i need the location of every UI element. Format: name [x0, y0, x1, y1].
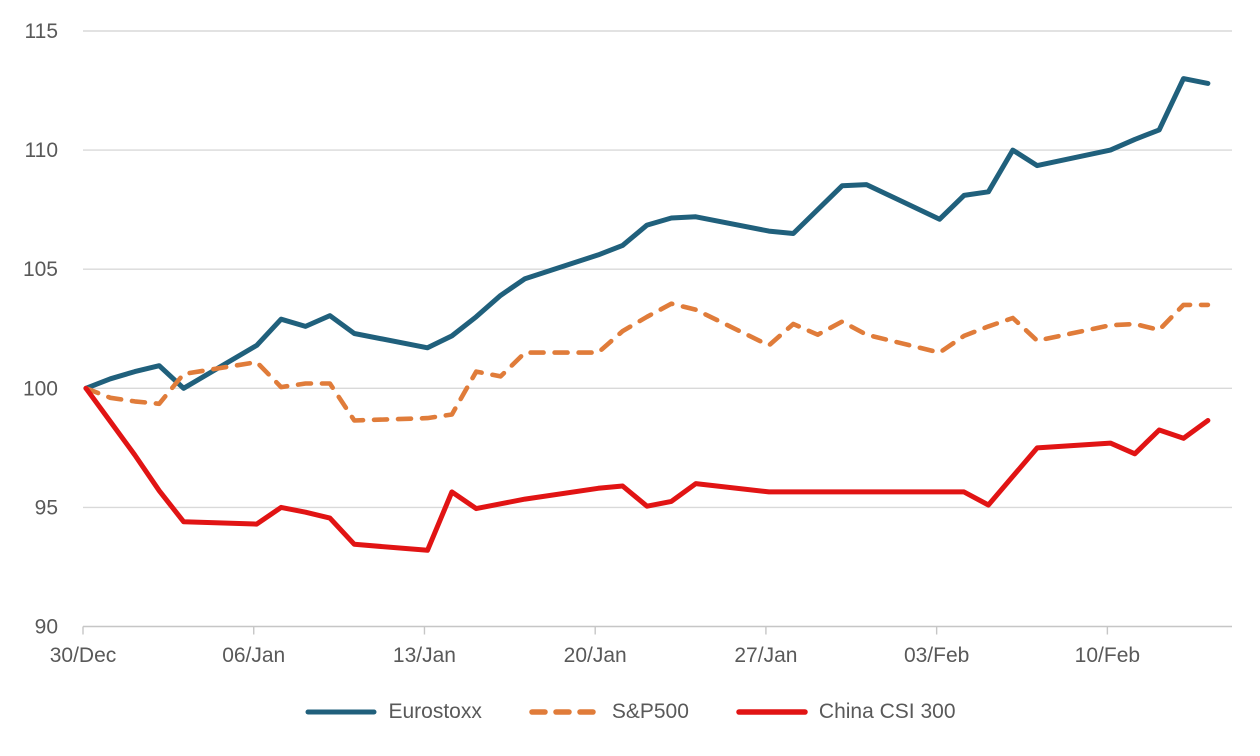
legend-label-china-csi-300: China CSI 300	[818, 700, 956, 723]
x-axis-tick-label: 20/Jan	[564, 644, 627, 667]
x-axis-tick-label: 13/Jan	[393, 644, 456, 667]
x-axis-tick-label: 06/Jan	[222, 644, 285, 667]
y-axis-tick-label: 105	[23, 258, 58, 281]
y-axis-tick-label: 100	[23, 377, 58, 400]
legend-item-eurostoxx[interactable]: Eurostoxx	[304, 700, 482, 724]
legend-label-sp500: S&P500	[611, 700, 689, 723]
chart-legend: Eurostoxx S&P500 China CSI 300	[0, 700, 1260, 724]
sp500-dashed-line-swatch	[529, 709, 601, 715]
legend-label-eurostoxx: Eurostoxx	[388, 700, 482, 723]
legend-item-sp500[interactable]: S&P500	[528, 700, 689, 724]
x-axis-tick-label: 30/Dec	[50, 644, 117, 667]
y-axis-tick-label: 90	[35, 616, 58, 639]
eurostoxx-line-swatch	[305, 709, 377, 715]
legend-item-china-csi-300[interactable]: China CSI 300	[735, 700, 956, 724]
china-csi-300-line-swatch	[736, 709, 808, 715]
eurostoxx-line	[83, 76, 1211, 391]
s-p500-line	[83, 301, 1211, 423]
x-axis-tick-label: 27/Jan	[734, 644, 797, 667]
x-axis-tick-label: 10/Feb	[1075, 644, 1140, 667]
china-csi-300-line	[83, 385, 1211, 553]
y-axis-tick-label: 110	[25, 139, 58, 162]
y-axis-tick-label: 115	[25, 20, 58, 43]
y-axis-tick-label: 95	[35, 496, 58, 519]
x-axis-tick-label: 03/Feb	[904, 644, 969, 667]
